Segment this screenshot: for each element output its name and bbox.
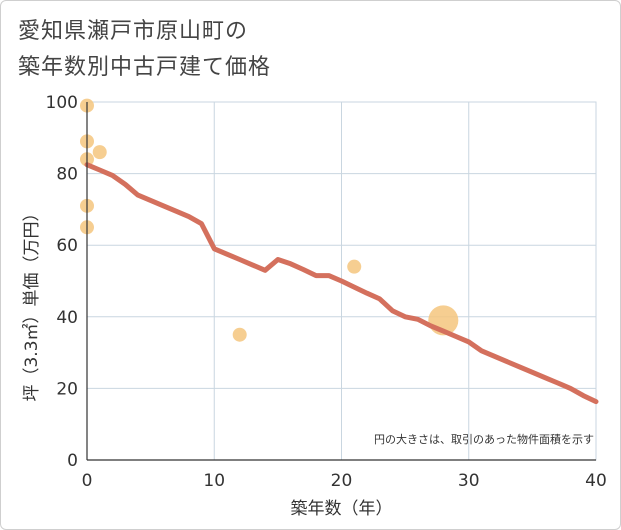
- y-axis-label: 坪（3.3㎡）単価（万円）: [22, 204, 42, 401]
- x-tick-label: 0: [82, 471, 93, 491]
- y-tick-label: 0: [67, 451, 78, 471]
- y-tick-label: 40: [56, 308, 78, 328]
- data-points: [80, 98, 459, 342]
- tick-labels: 0 10 20 30 40 0 20 40 60 80 100: [46, 93, 607, 491]
- x-axis-label: 築年数（年）: [291, 499, 393, 519]
- y-tick-label: 20: [56, 379, 78, 399]
- y-tick-label: 100: [46, 93, 78, 113]
- y-tick-label: 60: [56, 236, 78, 256]
- data-point: [232, 327, 247, 342]
- size-note: 円の大きさは、取引のあった物件面積を示す: [374, 432, 594, 446]
- x-tick-label: 40: [585, 471, 607, 491]
- data-point: [347, 259, 362, 274]
- chart-title-line1: 愛知県瀬戸市原山町の: [18, 19, 249, 44]
- x-tick-label: 30: [458, 471, 480, 491]
- chart-title: 愛知県瀬戸市原山町の 築年数別中古戸建て価格: [18, 14, 271, 86]
- trend-line-group: [84, 162, 599, 405]
- axes: [86, 102, 596, 461]
- chart-title-line2: 築年数別中古戸建て価格: [18, 55, 272, 80]
- x-tick-label: 10: [203, 471, 225, 491]
- trend-line: [84, 162, 599, 405]
- data-point: [92, 145, 107, 160]
- x-tick-label: 20: [331, 471, 353, 491]
- grid-lines: [86, 101, 597, 461]
- y-tick-label: 80: [56, 165, 78, 185]
